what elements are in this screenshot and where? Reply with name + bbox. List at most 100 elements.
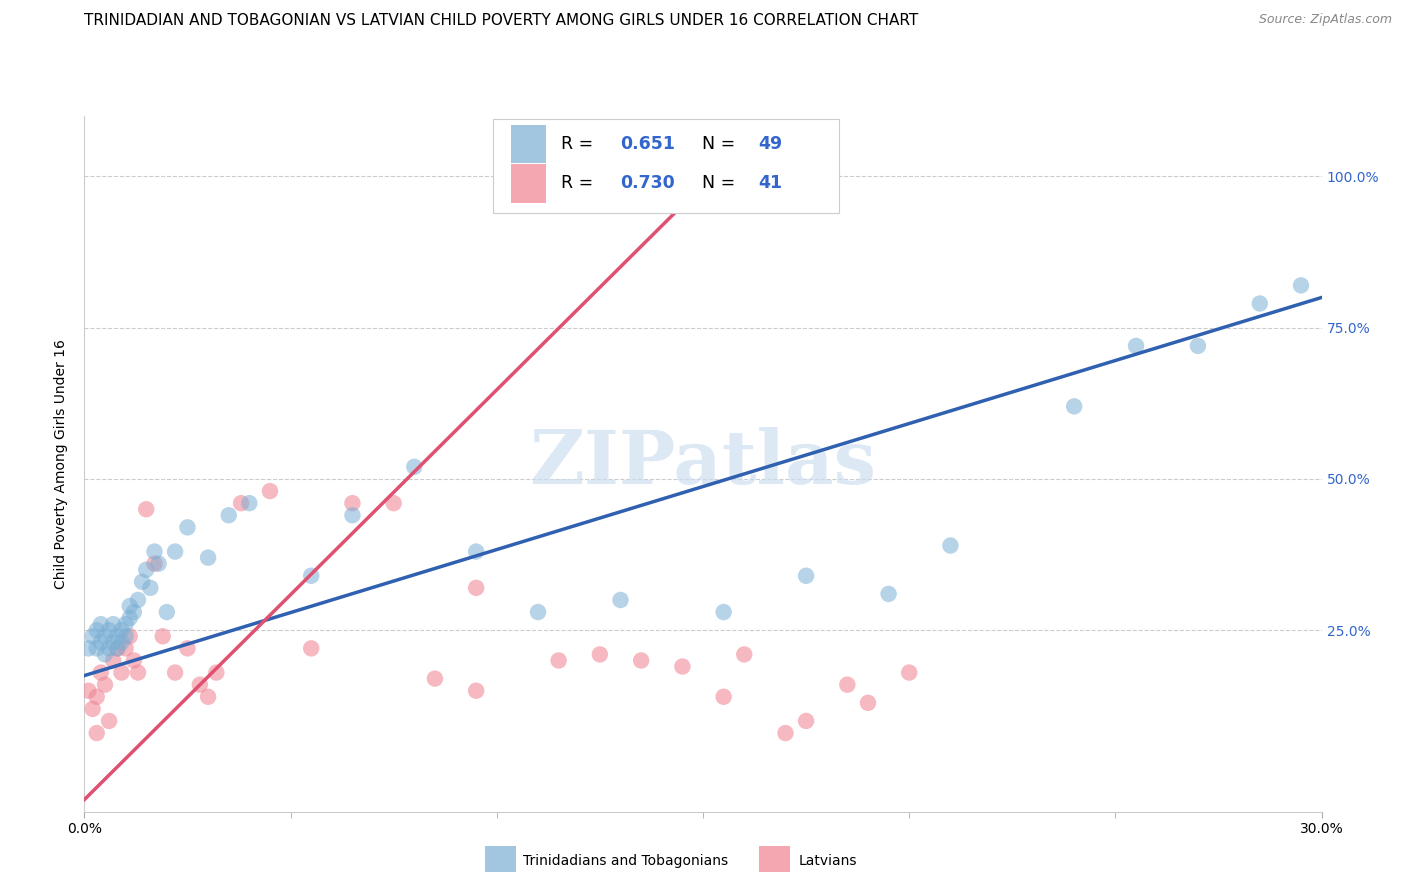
Text: Latvians: Latvians (799, 854, 858, 868)
Point (82, 702, 104, 716)
Point (110, 635, 132, 649)
Point (218, 508, 240, 523)
Point (877, 587, 900, 601)
Point (139, 581, 162, 595)
FancyBboxPatch shape (492, 120, 839, 213)
Point (775, 169, 797, 184)
Text: TRINIDADIAN AND TOBAGONIAN VS LATVIAN CHILD POVERTY AMONG GIRLS UNDER 16 CORRELA: TRINIDADIAN AND TOBAGONIAN VS LATVIAN CH… (84, 13, 918, 29)
Point (114, 641, 136, 656)
Text: N =: N = (690, 135, 741, 153)
Point (103, 617, 125, 632)
Point (105, 641, 128, 656)
Point (127, 665, 149, 680)
Point (939, 539, 962, 553)
Point (156, 605, 179, 619)
Point (205, 665, 228, 680)
Point (77, 641, 100, 656)
Point (188, 678, 211, 692)
Point (94, 629, 117, 643)
Point (423, 672, 446, 686)
Point (856, 696, 879, 710)
Point (114, 617, 136, 632)
Point (122, 653, 145, 667)
Point (114, 629, 136, 643)
Point (98, 641, 121, 656)
Point (118, 599, 141, 613)
Point (135, 502, 157, 516)
Point (1125, 339, 1147, 353)
Point (898, 665, 921, 680)
Point (299, 641, 322, 656)
Point (90, 665, 112, 680)
Point (122, 605, 145, 619)
Text: N =: N = (690, 175, 741, 193)
Point (229, 496, 252, 510)
Point (589, 648, 612, 662)
Point (152, 629, 174, 643)
Point (404, 459, 426, 474)
Point (86, 726, 108, 740)
Text: Trinidadians and Tobagonians: Trinidadians and Tobagonians (523, 854, 728, 868)
Point (143, 544, 166, 558)
Point (794, 568, 817, 582)
Point (127, 593, 149, 607)
Point (733, 648, 755, 662)
Text: 49: 49 (759, 135, 783, 153)
Text: ZIPatlas: ZIPatlas (530, 427, 876, 500)
Point (713, 605, 735, 619)
Point (1289, 278, 1312, 293)
Point (105, 641, 128, 656)
Point (110, 624, 132, 638)
Point (77, 683, 100, 698)
Point (148, 557, 170, 571)
Point (630, 653, 652, 667)
Point (671, 659, 693, 673)
Point (197, 550, 219, 565)
Point (135, 563, 157, 577)
Point (110, 665, 132, 680)
Point (342, 496, 364, 510)
Point (342, 508, 364, 523)
Point (382, 496, 405, 510)
Point (82, 629, 104, 643)
Point (609, 593, 631, 607)
Point (86, 641, 108, 656)
Point (465, 544, 488, 558)
Point (103, 653, 125, 667)
Text: Source: ZipAtlas.com: Source: ZipAtlas.com (1258, 13, 1392, 27)
Point (165, 544, 187, 558)
Point (197, 690, 219, 704)
Point (131, 574, 153, 589)
Text: R =: R = (561, 175, 599, 193)
Text: 41: 41 (759, 175, 783, 193)
Point (105, 629, 128, 643)
Point (775, 726, 797, 740)
Text: 0.730: 0.730 (620, 175, 675, 193)
Point (176, 641, 198, 656)
Point (259, 484, 281, 499)
Text: R =: R = (561, 135, 599, 153)
Y-axis label: Child Poverty Among Girls Under 16: Child Poverty Among Girls Under 16 (55, 339, 69, 589)
Point (94, 648, 117, 662)
Point (1249, 296, 1271, 310)
Point (118, 611, 141, 625)
Point (176, 520, 198, 534)
Point (118, 629, 141, 643)
Point (1063, 400, 1085, 414)
Point (90, 617, 112, 632)
Point (465, 683, 488, 698)
Point (94, 678, 117, 692)
Point (238, 496, 260, 510)
Point (794, 714, 817, 728)
Point (86, 624, 108, 638)
Point (1187, 339, 1209, 353)
Point (547, 653, 569, 667)
Point (713, 690, 735, 704)
Point (86, 690, 108, 704)
Point (299, 568, 322, 582)
Text: 0.651: 0.651 (620, 135, 675, 153)
Point (527, 605, 550, 619)
Point (90, 635, 112, 649)
Point (837, 678, 859, 692)
Point (103, 635, 125, 649)
